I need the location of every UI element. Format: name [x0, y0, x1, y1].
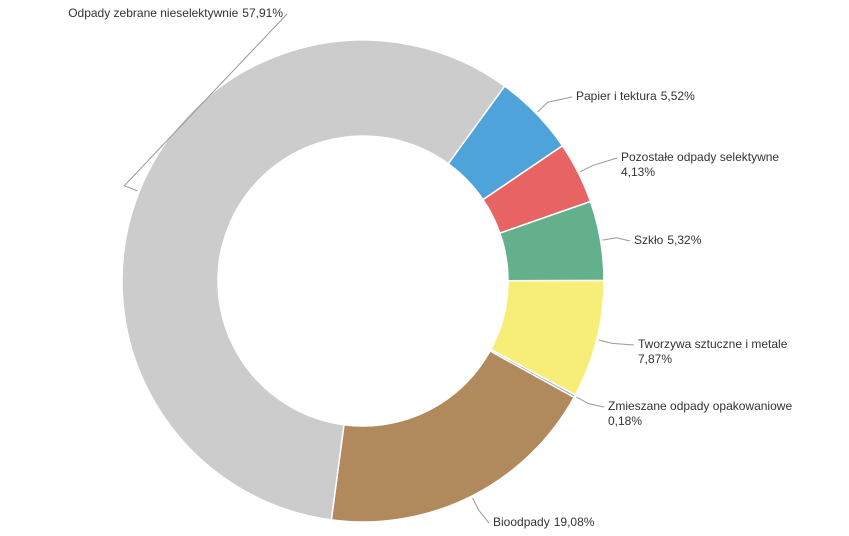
leader-line [537, 96, 573, 113]
label-name: Zmieszane odpady opakowaniowe [608, 399, 792, 413]
leader-line [123, 13, 288, 192]
label-value: 4,13% [621, 165, 655, 179]
leader-line [576, 396, 605, 408]
data-label: Pozostałe odpady selektywne 4,13% [621, 150, 779, 179]
label-value: 7,87% [638, 352, 672, 366]
data-label: Bioodpady 19,08% [493, 515, 595, 529]
label-name: Bioodpady [493, 515, 550, 529]
label-name: Odpady zebrane nieselektywnie [68, 6, 238, 20]
leader-line [602, 237, 631, 242]
label-name: Szkło [634, 233, 664, 247]
label-name: Papier i tektura [576, 89, 657, 103]
data-label: Papier i tektura 5,52% [576, 89, 695, 103]
donut-slice [121, 39, 506, 521]
data-label: Zmieszane odpady opakowaniowe 0,18% [608, 399, 792, 428]
leader-line [598, 339, 635, 346]
data-label: Tworzywa sztuczne i metale 7,87% [638, 337, 788, 366]
data-label: Odpady zebrane nieselektywnie 57,91% [68, 6, 283, 20]
leader-line [472, 497, 490, 524]
donut-slice [330, 349, 576, 523]
label-name: Pozostałe odpady selektywne [621, 150, 779, 164]
label-value: 57,91% [242, 6, 283, 20]
label-name: Tworzywa sztuczne i metale [638, 337, 788, 351]
label-value: 0,18% [608, 414, 642, 428]
label-value: 5,52% [661, 89, 695, 103]
label-value: 19,08% [554, 515, 595, 529]
leader-line [579, 157, 618, 173]
label-value: 5,32% [667, 233, 701, 247]
data-label: Szkło 5,32% [634, 233, 702, 247]
